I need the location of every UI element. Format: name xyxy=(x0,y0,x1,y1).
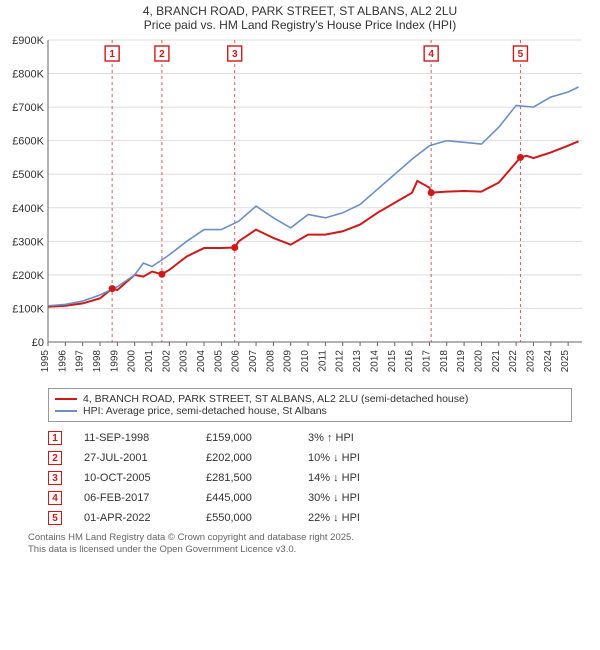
svg-text:£300K: £300K xyxy=(12,236,44,248)
svg-text:1995: 1995 xyxy=(40,350,51,373)
legend-label: 4, BRANCH ROAD, PARK STREET, ST ALBANS, … xyxy=(83,393,468,405)
svg-text:1999: 1999 xyxy=(109,350,120,373)
svg-text:2002: 2002 xyxy=(161,350,172,373)
svg-text:2003: 2003 xyxy=(179,350,190,373)
transaction-row: 5 01-APR-2022 £550,000 22% ↓ HPI xyxy=(48,508,572,528)
svg-text:2001: 2001 xyxy=(144,350,155,373)
transaction-hpi-diff: 10% ↓ HPI xyxy=(308,452,408,464)
price-chart: £0 £100K £200K £300K £400K £500K £600K £700K £80… xyxy=(0,34,600,384)
svg-text:1997: 1997 xyxy=(75,350,86,373)
svg-text:2015: 2015 xyxy=(387,350,398,373)
svg-text:£500K: £500K xyxy=(12,169,44,181)
legend-item-0: 4, BRANCH ROAD, PARK STREET, ST ALBANS, … xyxy=(55,393,565,405)
transaction-date: 27-JUL-2001 xyxy=(84,452,184,464)
svg-text:1: 1 xyxy=(109,49,115,60)
transaction-marker: 5 xyxy=(48,511,62,525)
legend: 4, BRANCH ROAD, PARK STREET, ST ALBANS, … xyxy=(48,388,572,422)
transaction-price: £550,000 xyxy=(206,512,286,524)
transaction-row: 2 27-JUL-2001 £202,000 10% ↓ HPI xyxy=(48,448,572,468)
svg-text:2022: 2022 xyxy=(508,350,519,373)
sale-point-5 xyxy=(517,154,524,161)
transaction-hpi-diff: 22% ↓ HPI xyxy=(308,512,408,524)
series-hpi xyxy=(48,87,579,306)
svg-text:£800K: £800K xyxy=(12,69,44,81)
svg-text:2012: 2012 xyxy=(335,350,346,373)
footer-line-1: Contains HM Land Registry data © Crown c… xyxy=(28,532,572,544)
transaction-price: £445,000 xyxy=(206,492,286,504)
sale-point-3 xyxy=(231,244,238,251)
title-line-2: Price paid vs. HM Land Registry's House … xyxy=(8,18,592,32)
transaction-date: 01-APR-2022 xyxy=(84,512,184,524)
svg-text:5: 5 xyxy=(518,49,524,60)
svg-text:2018: 2018 xyxy=(439,350,450,373)
svg-text:2: 2 xyxy=(159,49,165,60)
chart-area: £0 £100K £200K £300K £400K £500K £600K £700K £80… xyxy=(0,34,600,384)
legend-swatch xyxy=(55,410,77,412)
legend-item-1: HPI: Average price, semi-detached house,… xyxy=(55,405,565,417)
svg-text:4: 4 xyxy=(428,49,434,60)
series-property xyxy=(48,141,579,306)
chart-header: 4, BRANCH ROAD, PARK STREET, ST ALBANS, … xyxy=(0,0,600,34)
transaction-date: 11-SEP-1998 xyxy=(84,432,184,444)
svg-text:2005: 2005 xyxy=(213,350,224,373)
svg-text:3: 3 xyxy=(232,49,238,60)
svg-text:£0: £0 xyxy=(32,337,44,349)
svg-text:2021: 2021 xyxy=(491,350,502,373)
transaction-hpi-diff: 3% ↑ HPI xyxy=(308,432,408,444)
footer-attribution: Contains HM Land Registry data © Crown c… xyxy=(28,532,572,557)
svg-text:2011: 2011 xyxy=(317,350,328,372)
svg-text:2020: 2020 xyxy=(473,350,484,373)
transaction-marker: 1 xyxy=(48,431,62,445)
transaction-row: 3 10-OCT-2005 £281,500 14% ↓ HPI xyxy=(48,468,572,488)
legend-swatch xyxy=(55,398,77,400)
transaction-marker: 2 xyxy=(48,451,62,465)
transactions-table: 1 11-SEP-1998 £159,000 3% ↑ HPI 2 27-JUL-2001… xyxy=(48,428,572,528)
svg-text:2019: 2019 xyxy=(456,350,467,373)
transaction-marker: 4 xyxy=(48,491,62,505)
svg-text:2017: 2017 xyxy=(421,350,432,373)
svg-text:£200K: £200K xyxy=(12,270,44,282)
svg-text:£400K: £400K xyxy=(12,203,44,215)
svg-text:2000: 2000 xyxy=(127,350,138,373)
transaction-price: £159,000 xyxy=(206,432,286,444)
svg-text:1998: 1998 xyxy=(92,350,103,373)
svg-text:2025: 2025 xyxy=(560,350,571,373)
svg-text:2007: 2007 xyxy=(248,350,259,373)
transaction-date: 10-OCT-2005 xyxy=(84,472,184,484)
svg-text:2014: 2014 xyxy=(369,350,380,373)
transaction-hpi-diff: 30% ↓ HPI xyxy=(308,492,408,504)
transaction-date: 06-FEB-2017 xyxy=(84,492,184,504)
legend-label: HPI: Average price, semi-detached house,… xyxy=(83,405,327,417)
svg-text:2008: 2008 xyxy=(265,350,276,373)
transaction-row: 1 11-SEP-1998 £159,000 3% ↑ HPI xyxy=(48,428,572,448)
transaction-hpi-diff: 14% ↓ HPI xyxy=(308,472,408,484)
svg-text:£600K: £600K xyxy=(12,136,44,148)
svg-text:2023: 2023 xyxy=(525,350,536,373)
svg-text:2013: 2013 xyxy=(352,350,363,373)
transaction-price: £202,000 xyxy=(206,452,286,464)
svg-text:1996: 1996 xyxy=(57,350,68,373)
sale-point-1 xyxy=(109,285,116,292)
svg-text:£900K: £900K xyxy=(12,35,44,47)
svg-text:2024: 2024 xyxy=(543,350,554,373)
svg-text:2010: 2010 xyxy=(300,350,311,373)
svg-text:2006: 2006 xyxy=(231,350,242,373)
svg-text:£700K: £700K xyxy=(12,102,44,114)
transaction-row: 4 06-FEB-2017 £445,000 30% ↓ HPI xyxy=(48,488,572,508)
transaction-marker: 3 xyxy=(48,471,62,485)
svg-text:2004: 2004 xyxy=(196,350,207,373)
transaction-price: £281,500 xyxy=(206,472,286,484)
svg-text:2009: 2009 xyxy=(283,350,294,373)
title-line-1: 4, BRANCH ROAD, PARK STREET, ST ALBANS, … xyxy=(8,4,592,18)
svg-text:£100K: £100K xyxy=(12,303,44,315)
sale-point-4 xyxy=(428,189,435,196)
sale-point-2 xyxy=(158,271,165,278)
svg-text:2016: 2016 xyxy=(404,350,415,373)
footer-line-2: This data is licensed under the Open Gov… xyxy=(28,544,572,556)
